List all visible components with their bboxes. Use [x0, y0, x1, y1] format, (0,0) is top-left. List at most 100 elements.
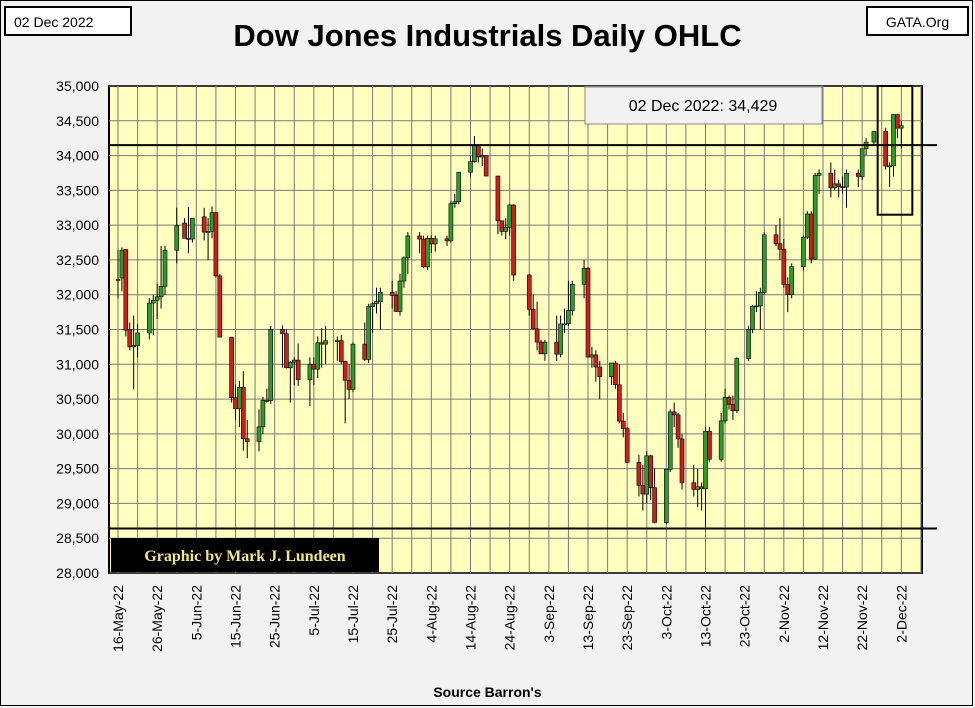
ohlc-body-up: [190, 217, 195, 240]
y-tick-label: 33,000: [56, 217, 99, 233]
ohlc-body-up: [307, 363, 313, 380]
highlight-rect: [876, 85, 914, 216]
ohlc-bar: [432, 235, 438, 252]
x-tick-label: 24-Aug-22: [502, 585, 518, 651]
ohlc-body-up: [887, 165, 892, 168]
ohlc-body-down: [338, 340, 344, 362]
ohlc-body-up: [609, 362, 614, 377]
ohlc-body-up: [542, 341, 548, 355]
ohlc-body-down: [781, 248, 787, 285]
credit-box: Graphic by Mark J. Lundeen: [111, 538, 379, 572]
ohlc-body-down: [883, 131, 888, 167]
ohlc-bar: [174, 207, 180, 264]
ohlc-bar: [613, 360, 618, 389]
ohlc-bar: [816, 169, 822, 194]
credit-rect: [111, 538, 379, 572]
ohlc-bar: [295, 343, 301, 386]
ohlc-body-down: [233, 397, 238, 410]
ohlc-body-up: [479, 155, 485, 158]
ohlc-bar: [229, 336, 234, 403]
ohlc-bar: [468, 155, 473, 177]
ohlc-body-up: [722, 397, 728, 422]
ohlc-body-down: [617, 384, 622, 422]
ohlc-body-down: [499, 220, 505, 232]
ohlc-bar: [844, 169, 849, 208]
x-tick-label: 3-Sep-22: [541, 585, 557, 643]
ohlc-bar: [315, 336, 321, 379]
x-tick-label: 3-Oct-22: [658, 585, 674, 640]
ohlc-body-down: [417, 235, 422, 240]
ohlc-body-up: [335, 340, 340, 342]
ohlc-body-up: [158, 286, 164, 298]
ohlc-bar: [511, 204, 516, 281]
ohlc-body-down: [201, 216, 207, 233]
ohlc-bar: [115, 249, 121, 299]
ohlc-body-down: [773, 234, 779, 245]
ohlc-body-down: [675, 414, 681, 440]
ohlc-bar: [456, 171, 462, 205]
ohlc-body-down: [636, 462, 642, 486]
ohlc-body-up: [456, 171, 462, 203]
x-tick-label: 14-Aug-22: [463, 585, 479, 651]
ohlc-body-down: [319, 342, 324, 345]
ohlc-body-down: [593, 354, 599, 368]
x-tick-label: 4-Aug-22: [423, 585, 439, 643]
ohlc-body-down: [284, 333, 289, 369]
ohlc-bar: [789, 263, 794, 299]
x-tick-label: 23-Oct-22: [737, 585, 753, 647]
ohlc-bar: [280, 325, 285, 368]
ohlc-body-down: [280, 329, 285, 334]
ohlc-body-up: [589, 354, 595, 358]
ohlc-body-up: [405, 235, 411, 259]
ohlc-bar: [671, 402, 677, 427]
ohlc-body-down: [613, 362, 618, 386]
ohlc-body-up: [264, 400, 270, 402]
ohlc-bar: [750, 305, 755, 333]
y-tick-label: 31,000: [56, 356, 99, 372]
ohlc-body-up: [291, 359, 297, 363]
ohlc-bar: [542, 339, 548, 361]
y-axis: 28,000 28,500 29,000 29,500 30,000 30,500 31,0…: [56, 78, 99, 581]
ohlc-bar: [288, 360, 293, 403]
x-tick-label: 16-May-22: [110, 585, 126, 652]
ohlc-body-up: [703, 430, 708, 490]
ohlc-body-up: [432, 238, 438, 245]
ohlc-bar: [241, 371, 246, 451]
ohlc-bar: [307, 357, 313, 407]
ohlc-body-down: [620, 420, 626, 429]
ohlc-body-up: [667, 411, 673, 470]
ohlc-body-up: [844, 173, 849, 188]
ohlc-body-up: [805, 213, 810, 238]
x-tick-label: 2-Nov-22: [776, 585, 792, 643]
ohlc-bar: [812, 172, 818, 260]
ohlc-body-up: [507, 204, 512, 228]
date-label: 02 Dec 2022: [4, 6, 132, 36]
ohlc-body-up: [350, 343, 356, 390]
ohlc-body-down: [808, 213, 814, 260]
ohlc-bar: [397, 273, 403, 316]
ohlc-bar: [664, 468, 669, 525]
ohlc-bar: [679, 433, 685, 490]
ohlc-body-up: [135, 332, 140, 346]
ohlc-body-down: [679, 438, 685, 484]
ohlc-bar: [374, 287, 379, 314]
ohlc-bar: [366, 303, 371, 363]
ohlc-body-down: [476, 144, 481, 158]
ohlc-body-up: [566, 310, 571, 325]
ohlc-bar: [828, 162, 834, 198]
callout-rect: [584, 86, 823, 125]
x-tick-label: 5-Jul-22: [306, 585, 322, 636]
ohlc-body-up: [558, 323, 563, 355]
highlight-box: [876, 85, 914, 216]
ohlc-bar: [570, 280, 575, 316]
y-tick-label: 33,500: [56, 182, 99, 198]
ohlc-body-up: [288, 361, 293, 369]
y-tick-label: 30,500: [56, 391, 99, 407]
ohlc-bar: [405, 232, 411, 274]
ohlc-body-up: [397, 280, 403, 312]
ohlc-bar: [150, 294, 156, 336]
ohlc-bar: [526, 273, 532, 316]
ohlc-bar: [836, 179, 841, 198]
ohlc-body-up: [150, 299, 156, 304]
x-tick-label: 22-Nov-22: [854, 585, 870, 651]
